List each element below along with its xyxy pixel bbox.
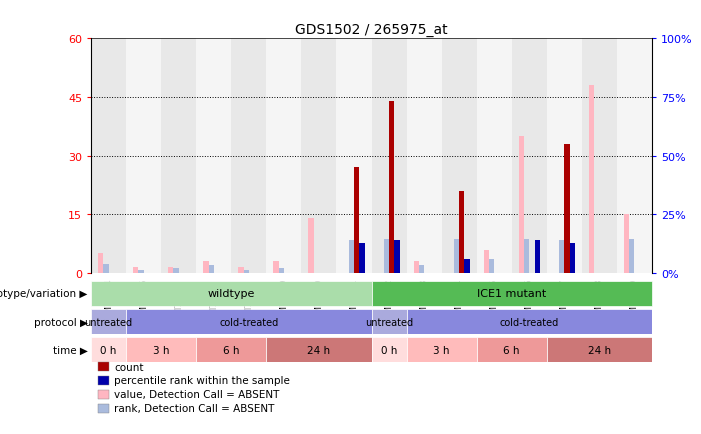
Bar: [244, 270, 249, 273]
Bar: [203, 262, 209, 273]
Text: rank, Detection Call = ABSENT: rank, Detection Call = ABSENT: [114, 404, 275, 413]
Text: 6 h: 6 h: [503, 345, 520, 355]
Bar: [524, 240, 529, 273]
Bar: [547, 338, 652, 362]
Bar: [126, 338, 196, 362]
Bar: [98, 254, 104, 273]
Bar: [535, 240, 540, 273]
Text: 3 h: 3 h: [433, 345, 450, 355]
Text: protocol ▶: protocol ▶: [34, 317, 88, 327]
Bar: [266, 338, 372, 362]
Bar: [91, 281, 372, 306]
Bar: [126, 309, 372, 334]
Bar: [139, 270, 144, 273]
Bar: [104, 264, 109, 273]
Text: 24 h: 24 h: [308, 345, 330, 355]
Bar: [91, 39, 126, 273]
Bar: [459, 191, 465, 273]
Text: time ▶: time ▶: [53, 345, 88, 355]
Bar: [465, 260, 470, 273]
Bar: [133, 267, 139, 273]
Bar: [354, 168, 360, 273]
Bar: [91, 338, 126, 362]
Bar: [564, 145, 570, 273]
Bar: [569, 243, 575, 273]
Bar: [484, 250, 489, 273]
Bar: [174, 269, 179, 273]
Bar: [407, 39, 442, 273]
Bar: [414, 262, 419, 273]
Bar: [360, 243, 365, 273]
Text: untreated: untreated: [365, 317, 413, 327]
Bar: [301, 39, 336, 273]
Bar: [477, 338, 547, 362]
Bar: [389, 102, 394, 273]
Bar: [624, 215, 629, 273]
Bar: [442, 39, 477, 273]
Bar: [384, 240, 389, 273]
Bar: [629, 240, 634, 273]
Bar: [161, 39, 196, 273]
Bar: [372, 281, 652, 306]
Bar: [336, 39, 372, 273]
Bar: [489, 260, 494, 273]
Bar: [266, 39, 301, 273]
Text: genotype/variation ▶: genotype/variation ▶: [0, 289, 88, 299]
Bar: [477, 39, 512, 273]
Text: ICE1 mutant: ICE1 mutant: [477, 289, 546, 299]
Text: 3 h: 3 h: [153, 345, 170, 355]
Bar: [617, 39, 652, 273]
Bar: [238, 267, 244, 273]
Text: count: count: [114, 362, 144, 372]
Text: 6 h: 6 h: [223, 345, 240, 355]
Bar: [519, 137, 524, 273]
Bar: [273, 262, 279, 273]
Bar: [168, 267, 174, 273]
Bar: [372, 39, 407, 273]
Text: 24 h: 24 h: [588, 345, 611, 355]
Bar: [279, 269, 284, 273]
Bar: [196, 39, 231, 273]
Text: value, Detection Call = ABSENT: value, Detection Call = ABSENT: [114, 390, 280, 399]
Bar: [126, 39, 161, 273]
Text: untreated: untreated: [85, 317, 132, 327]
Text: cold-treated: cold-treated: [219, 317, 278, 327]
Bar: [419, 265, 424, 273]
Bar: [394, 240, 400, 273]
Bar: [512, 39, 547, 273]
Bar: [559, 240, 564, 273]
Bar: [209, 265, 214, 273]
Title: GDS1502 / 265975_at: GDS1502 / 265975_at: [295, 23, 448, 36]
Bar: [308, 219, 314, 273]
Text: cold-treated: cold-treated: [500, 317, 559, 327]
Text: wildtype: wildtype: [207, 289, 255, 299]
Text: 0 h: 0 h: [381, 345, 397, 355]
Bar: [589, 86, 594, 273]
Text: percentile rank within the sample: percentile rank within the sample: [114, 376, 290, 385]
Bar: [372, 338, 407, 362]
Bar: [582, 39, 617, 273]
Bar: [547, 39, 582, 273]
Bar: [372, 309, 407, 334]
Bar: [407, 338, 477, 362]
Text: 0 h: 0 h: [100, 345, 117, 355]
Bar: [454, 240, 459, 273]
Bar: [91, 309, 126, 334]
Bar: [407, 309, 652, 334]
Bar: [349, 240, 354, 273]
Bar: [196, 338, 266, 362]
Bar: [231, 39, 266, 273]
